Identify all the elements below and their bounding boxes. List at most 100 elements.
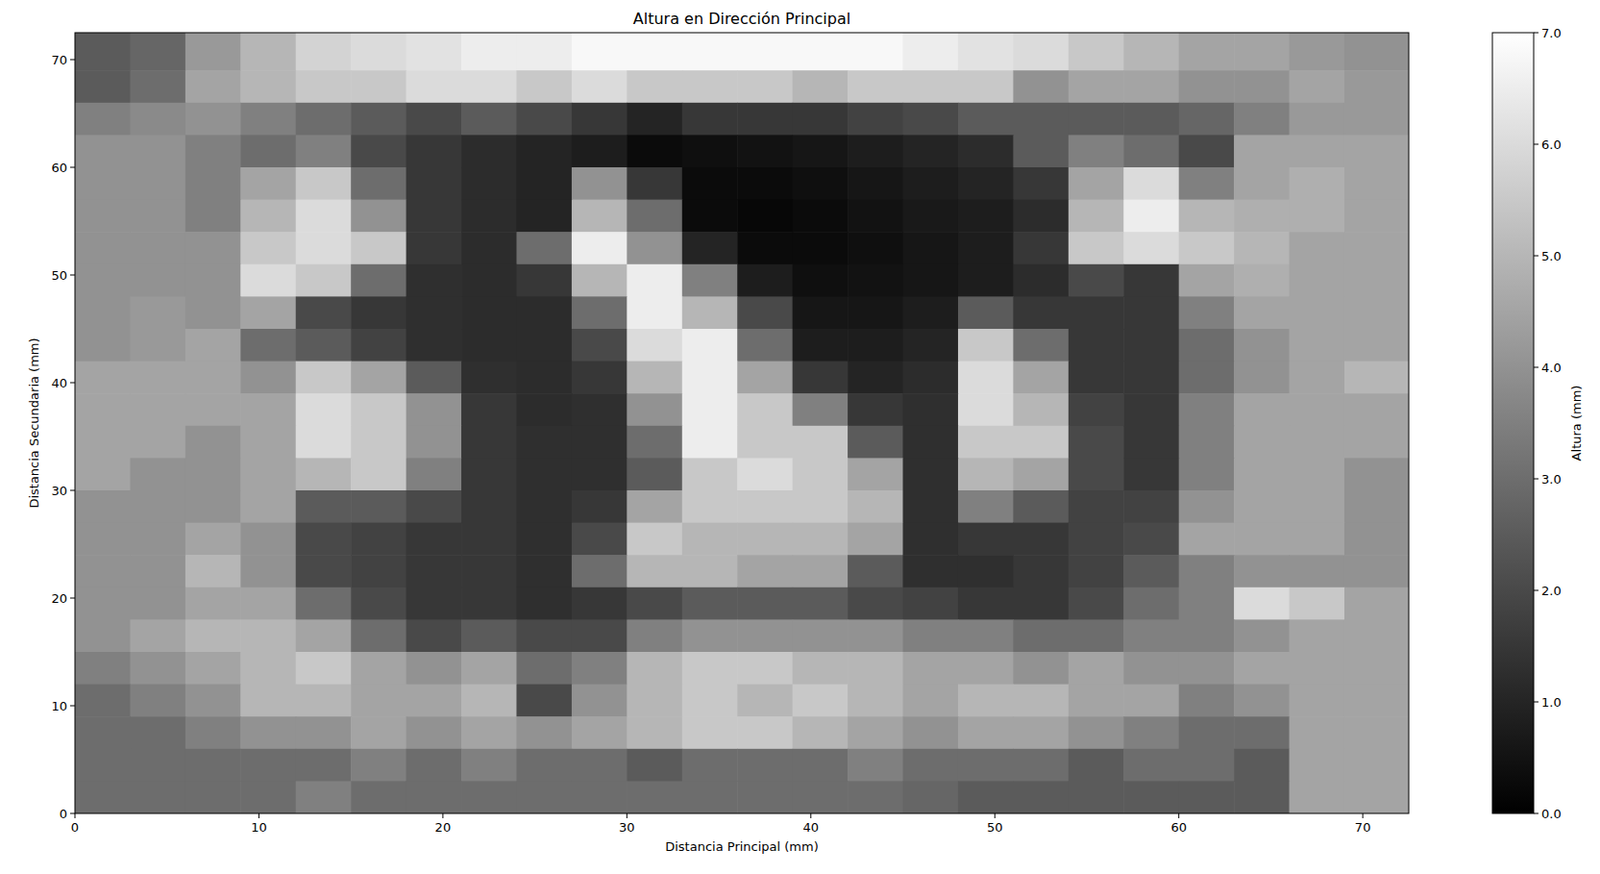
cell: [682, 457, 739, 491]
cell: [958, 199, 1014, 233]
cell: [903, 425, 960, 459]
cell: [406, 102, 463, 136]
cell: [1068, 295, 1125, 329]
cell: [571, 522, 628, 556]
cell: [185, 328, 242, 362]
cell: [1233, 651, 1290, 685]
cell: [1233, 102, 1290, 136]
cell: [792, 425, 849, 459]
cell: [1179, 684, 1235, 717]
cell: [903, 490, 960, 523]
cell: [1289, 618, 1346, 652]
cell: [516, 134, 572, 168]
cell: [958, 684, 1014, 717]
cell: [129, 651, 186, 685]
cell: [571, 328, 628, 362]
cell: [461, 780, 517, 813]
cell: [461, 328, 517, 362]
cell: [1123, 490, 1180, 523]
cell: [1179, 32, 1235, 72]
cell: [571, 425, 628, 459]
cell: [129, 295, 186, 329]
cell: [626, 134, 683, 168]
heatmap-cells: [74, 32, 1409, 813]
cell: [903, 748, 960, 782]
cell: [737, 780, 793, 813]
cell: [1289, 748, 1346, 782]
cell: [571, 780, 628, 813]
cell: [958, 715, 1014, 749]
cell: [1123, 264, 1180, 297]
cell: [958, 328, 1014, 362]
cell: [958, 490, 1014, 523]
cell: [1344, 457, 1409, 491]
cell: [240, 554, 296, 588]
cell: [958, 231, 1014, 265]
cell: [74, 231, 131, 265]
y-tick: [70, 59, 75, 61]
cell: [350, 748, 407, 782]
cell: [240, 587, 296, 620]
cell: [1179, 587, 1235, 620]
cell: [571, 199, 628, 233]
cell: [571, 167, 628, 200]
cell: [350, 231, 407, 265]
cell: [792, 554, 849, 588]
cell: [626, 167, 683, 200]
cell: [792, 457, 849, 491]
cell: [1233, 199, 1290, 233]
cell: [240, 361, 296, 394]
cell: [792, 361, 849, 394]
cell: [1233, 457, 1290, 491]
y-tick: [70, 274, 75, 276]
cell: [903, 295, 960, 329]
y-tick: [70, 812, 75, 814]
cell: [1289, 264, 1346, 297]
cell: [1123, 780, 1180, 813]
cell: [792, 587, 849, 620]
cell: [958, 618, 1014, 652]
cell: [1123, 748, 1180, 782]
x-tick: [1178, 812, 1180, 818]
cell: [626, 554, 683, 588]
cell: [1123, 32, 1180, 72]
cell: [792, 295, 849, 329]
cell: [129, 199, 186, 233]
cell: [792, 231, 849, 265]
cell: [847, 361, 904, 394]
cell: [1344, 554, 1409, 588]
cell: [185, 32, 242, 72]
cell: [1289, 361, 1346, 394]
cell: [240, 490, 296, 523]
cell: [903, 587, 960, 620]
cell: [74, 32, 131, 72]
cell: [737, 587, 793, 620]
cell: [295, 587, 352, 620]
cell: [571, 651, 628, 685]
cell: [350, 199, 407, 233]
cell: [1123, 522, 1180, 556]
cell: [1179, 715, 1235, 749]
cell: [461, 587, 517, 620]
cell: [1233, 554, 1290, 588]
cell: [74, 425, 131, 459]
cell: [516, 748, 572, 782]
cell: [903, 618, 960, 652]
cell: [1012, 425, 1069, 459]
cell: [295, 715, 352, 749]
cell: [516, 264, 572, 297]
x-tick: [1362, 812, 1364, 818]
cell: [129, 231, 186, 265]
cell: [682, 102, 739, 136]
cell: [1289, 295, 1346, 329]
cell: [295, 70, 352, 103]
cell: [792, 715, 849, 749]
cell: [1123, 134, 1180, 168]
cell: [737, 328, 793, 362]
cell: [185, 199, 242, 233]
cell: [1344, 264, 1409, 297]
cell: [1233, 780, 1290, 813]
cell: [406, 554, 463, 588]
cell: [461, 393, 517, 426]
cell: [461, 651, 517, 685]
